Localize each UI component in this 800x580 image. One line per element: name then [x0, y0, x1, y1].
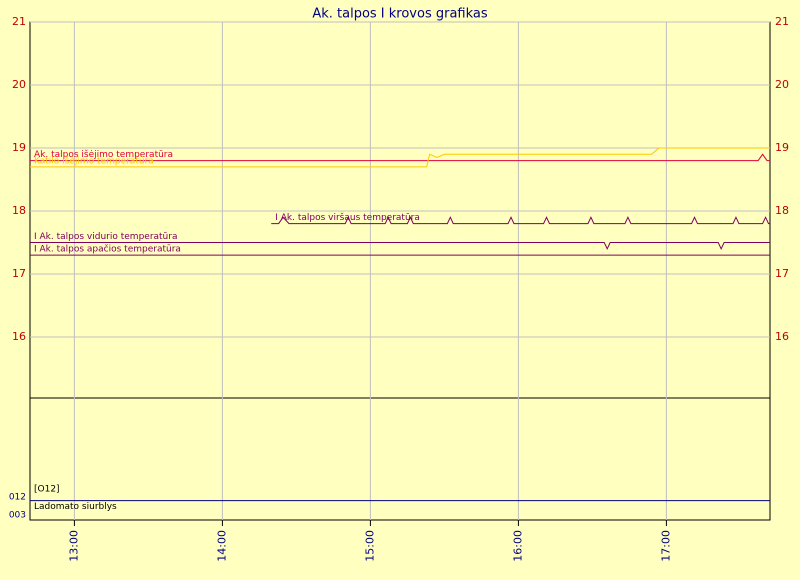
- x-tick-label: 16:00: [511, 530, 524, 562]
- series-line: [30, 153, 770, 162]
- y-tick-label: 16: [12, 330, 26, 343]
- chart-title: Ak. talpos I krovos grafikas: [312, 7, 488, 22]
- y-tick-label: 003: [9, 511, 26, 521]
- series-label: Katilo išėjimo temperatūra: [34, 155, 154, 166]
- y-tick-label-right: 20: [775, 78, 789, 91]
- y-tick-label: 19: [12, 141, 26, 154]
- y-tick-label: 012: [9, 493, 26, 503]
- series-line: [30, 242, 770, 250]
- plot-frame: [29, 21, 771, 521]
- series-label: I Ak. talpos apačios temperatūra: [34, 244, 181, 255]
- series-label: I Ak. talpos viršaus temperatūra: [275, 212, 420, 223]
- y-tick-label-right: 19: [775, 141, 789, 154]
- series-line: [271, 216, 770, 225]
- y-tick-label: 21: [12, 15, 26, 28]
- panel-title: [O12]: [34, 485, 60, 495]
- x-tick-label: 13:00: [67, 530, 80, 562]
- y-tick-label-right: 18: [775, 204, 789, 217]
- x-tick-label: 14:00: [215, 530, 228, 562]
- y-tick-label: 18: [12, 204, 26, 217]
- x-tick-label: 15:00: [363, 530, 376, 562]
- y-tick-label-right: 16: [775, 330, 789, 343]
- series-label: Ladomato siurblys: [34, 502, 117, 512]
- series-label: Ak. talpos išėjimo temperatūra: [34, 149, 173, 160]
- y-tick-label: 17: [12, 267, 26, 280]
- y-tick-label: 20: [12, 78, 26, 91]
- series-line: [30, 147, 770, 168]
- y-tick-label-right: 17: [775, 267, 789, 280]
- y-tick-label-right: 21: [775, 15, 789, 28]
- series-label: I Ak. talpos vidurio temperatūra: [34, 232, 177, 242]
- x-tick-label: 17:00: [659, 530, 672, 562]
